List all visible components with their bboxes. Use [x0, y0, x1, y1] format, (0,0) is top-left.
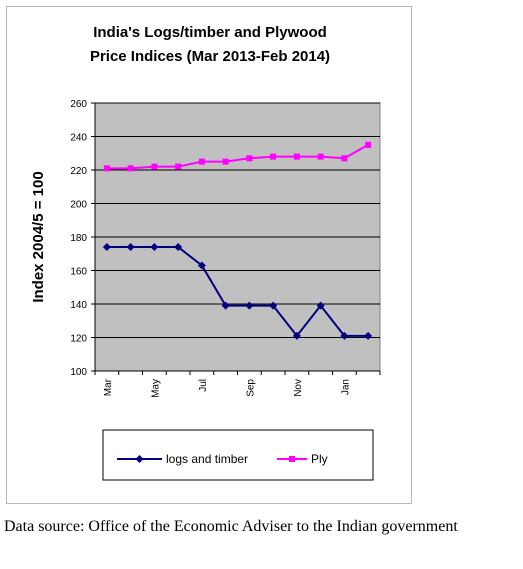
data-point	[293, 153, 300, 160]
legend-label: Ply	[311, 452, 328, 466]
data-point	[103, 165, 110, 172]
source-note: Data source: Office of the Economic Advi…	[4, 518, 458, 535]
data-point	[175, 163, 182, 170]
x-tick-label: Jul	[198, 379, 209, 392]
data-point	[150, 243, 159, 252]
data-point	[365, 141, 372, 148]
x-tick-label: Mar	[103, 378, 114, 396]
chart-title: India's Logs/timber and Plywood Price Ind…	[90, 24, 330, 65]
data-point	[270, 153, 277, 160]
data-point	[340, 331, 349, 340]
data-point	[135, 455, 144, 463]
y-tick-label: 160	[70, 267, 87, 278]
y-tick-label: 200	[70, 200, 87, 211]
axes	[91, 102, 381, 375]
y-tick-label: 120	[70, 334, 87, 345]
y-tick-label: 240	[70, 133, 87, 144]
y-axis-label: Index 2004/5 = 100	[30, 171, 47, 302]
data-point	[151, 163, 158, 170]
y-tick-label: 100	[70, 367, 87, 378]
data-point	[198, 158, 205, 165]
series-line	[106, 144, 369, 170]
data-point	[316, 301, 325, 310]
data-point	[317, 153, 324, 160]
legend-entry: logs and timber	[117, 452, 248, 466]
data-point	[127, 165, 134, 172]
x-tick-label: Jan	[340, 379, 351, 395]
y-tick-labels: 100 120 140 160 180 200 220 240 260	[70, 99, 87, 378]
data-point	[245, 301, 254, 310]
y-tick-label: 260	[70, 99, 87, 110]
data-point	[126, 243, 135, 252]
y-tick-label: 220	[70, 166, 87, 177]
x-tick-label: Nov	[293, 379, 304, 397]
y-tick-label: 140	[70, 300, 87, 311]
x-tick-label: May	[150, 379, 161, 398]
data-point	[102, 243, 111, 252]
data-point	[174, 243, 183, 252]
x-tick-labels: Mar May Jul Sep Nov Jan	[103, 378, 352, 398]
legend-box	[102, 429, 374, 481]
data-point	[221, 301, 230, 310]
chart-frame: India's Logs/timber and Plywood Price Ind…	[6, 6, 412, 504]
data-point	[197, 261, 206, 270]
data-point	[292, 331, 301, 340]
line-chart: India's Logs/timber and Plywood Price Ind…	[30, 24, 381, 481]
legend-label: logs and timber	[166, 452, 248, 466]
data-point	[341, 155, 348, 162]
chart-title-line: India's Logs/timber and Plywood	[93, 24, 327, 41]
legend: logs and timber Ply	[102, 429, 374, 481]
series-logs-and-timber	[102, 243, 373, 340]
x-tick-label: Sep	[245, 379, 256, 397]
gridlines	[95, 102, 380, 338]
series-lines	[102, 141, 373, 340]
data-point	[289, 456, 295, 462]
series-ply	[103, 141, 372, 172]
data-point	[364, 331, 373, 340]
data-point	[246, 155, 253, 162]
data-point	[222, 158, 229, 165]
y-tick-label: 180	[70, 233, 87, 244]
legend-entry: Ply	[277, 452, 328, 466]
chart-title-line: Price Indices (Mar 2013-Feb 2014)	[90, 48, 330, 65]
data-point	[269, 301, 278, 310]
